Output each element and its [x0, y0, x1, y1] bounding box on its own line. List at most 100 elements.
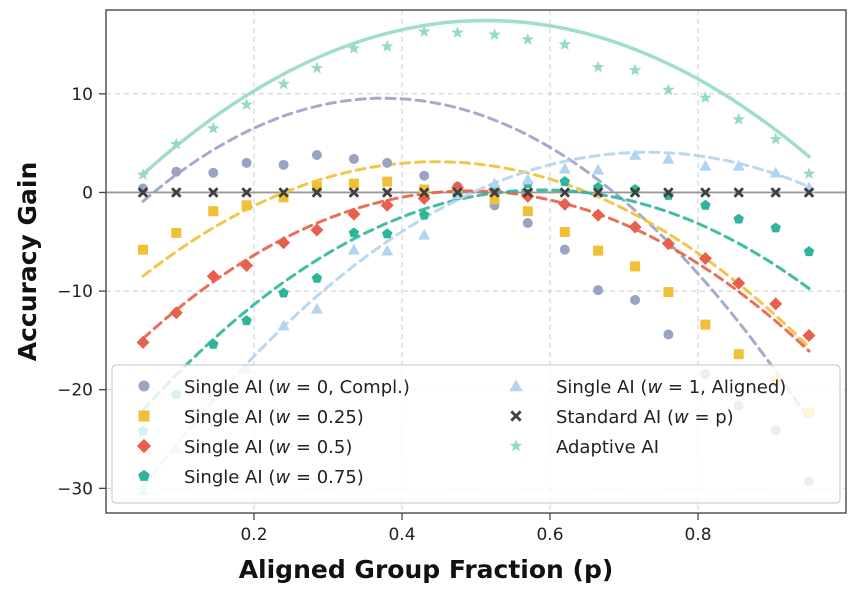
- point-s1-11: [522, 206, 533, 217]
- point-s0-11: [522, 218, 533, 229]
- legend-marker-0: [138, 380, 150, 392]
- point-s2-6: [347, 207, 361, 221]
- point-s0-4: [278, 159, 289, 170]
- point-s0-1: [171, 166, 182, 177]
- point-s2-12: [558, 197, 572, 211]
- legend-marker-5: [510, 410, 522, 422]
- point-s6-9: [451, 26, 464, 38]
- point-s0-12: [559, 244, 570, 255]
- point-s2-0: [136, 335, 150, 349]
- point-s5-18: [770, 187, 781, 198]
- point-s1-16: [700, 319, 711, 330]
- point-s2-16: [698, 252, 712, 266]
- point-s1-0: [138, 244, 148, 255]
- point-s6-11: [521, 33, 535, 45]
- legend-box: [111, 364, 841, 504]
- point-s2-15: [661, 237, 675, 251]
- point-s5-4: [278, 187, 289, 198]
- fit-curve-0: [141, 96, 811, 422]
- point-s0-14: [630, 294, 641, 305]
- point-s3-7: [382, 228, 393, 239]
- point-s5-17: [733, 187, 744, 198]
- x-tick-label: 0.6: [536, 525, 563, 545]
- point-s3-8: [419, 209, 430, 220]
- point-s5-16-stroke-b: [700, 187, 711, 198]
- point-s5-6: [348, 187, 360, 198]
- axis-ticks: 0.2 0.4 0.6 0.8 10 0 −10 −20 −30: [57, 85, 711, 545]
- point-s6-16: [699, 91, 712, 104]
- point-s2-7: [380, 198, 394, 212]
- point-s5-11-stroke-b: [522, 187, 534, 198]
- point-s4-4: [277, 319, 290, 331]
- point-s5-12-stroke-b: [559, 187, 571, 198]
- x-tick-label: 0.4: [388, 525, 415, 545]
- point-s5-18-stroke-b: [770, 187, 781, 198]
- point-s5-3-stroke-b: [241, 187, 252, 198]
- point-s5-19: [803, 187, 815, 198]
- y-tick-label: −10: [57, 282, 93, 302]
- point-s6-19: [802, 167, 816, 180]
- point-s5-13-stroke-b: [592, 187, 604, 198]
- point-s5-15-stroke-b: [663, 187, 674, 198]
- point-s1-14: [630, 261, 641, 272]
- point-s6-6: [347, 41, 361, 54]
- legend-marker-6: [509, 439, 523, 452]
- point-s2-5: [310, 223, 324, 237]
- point-s6-13: [591, 60, 605, 73]
- legend-label-1: Single AI (w = 0.25): [184, 407, 364, 428]
- legend-marker-5-stroke-b: [510, 410, 522, 422]
- point-s5-0: [137, 187, 149, 198]
- point-s1-15: [663, 287, 674, 298]
- point-s4-15: [662, 152, 675, 164]
- point-s4-16: [699, 159, 712, 171]
- point-s5-10-stroke-b: [489, 187, 500, 198]
- legend-marker-3: [138, 469, 150, 481]
- point-s3-6: [348, 227, 360, 238]
- point-s6-17: [732, 112, 745, 125]
- x-tick-label: 0.2: [240, 525, 267, 545]
- point-s3-15: [663, 189, 674, 200]
- point-s4-11: [521, 173, 534, 185]
- legend-label-4: Single AI (w = 1, Aligned): [556, 377, 786, 398]
- point-s0-15: [663, 329, 674, 340]
- point-s6-2: [207, 121, 220, 134]
- point-s4-10: [488, 177, 501, 189]
- point-s2-3: [240, 258, 254, 272]
- point-s6-18: [769, 132, 782, 145]
- point-s6-5: [310, 61, 324, 74]
- point-s4-5: [310, 302, 323, 314]
- point-s3-17: [733, 213, 744, 224]
- legend-label-2: Single AI (w = 0.5): [184, 437, 352, 458]
- point-s5-2-stroke-b: [208, 187, 219, 198]
- point-s2-13: [591, 208, 605, 222]
- point-s4-14: [629, 148, 642, 160]
- legend-label-6: Adaptive AI: [556, 437, 659, 458]
- fit-curve-1: [141, 160, 811, 349]
- point-s2-11: [521, 189, 535, 203]
- legend-label-0: Single AI (w = 0, Compl.): [184, 377, 410, 398]
- point-s6-10: [488, 28, 501, 40]
- legend-marker-1: [138, 410, 150, 422]
- point-s5-17-stroke-b: [733, 187, 744, 198]
- point-s3-2: [208, 338, 219, 349]
- point-s2-18: [769, 297, 783, 311]
- point-s2-1: [169, 306, 183, 320]
- legend-marker-4: [509, 379, 523, 392]
- point-s3-12: [559, 176, 570, 187]
- point-s5-4-stroke-b: [278, 187, 289, 198]
- legend-label-3: Single AI (w = 0.75): [184, 467, 364, 488]
- point-s1-17: [733, 349, 744, 360]
- point-s6-4: [277, 77, 290, 90]
- y-tick-label: −30: [57, 479, 93, 499]
- point-s6-12: [558, 37, 572, 50]
- point-s4-6: [347, 243, 360, 255]
- point-s0-5: [311, 149, 322, 160]
- fit-curve-3: [141, 188, 811, 412]
- point-s3-19: [803, 246, 815, 257]
- fit-curve-4: [141, 150, 811, 490]
- point-s6-8: [417, 25, 431, 37]
- point-s2-2: [206, 269, 220, 283]
- point-s5-9-stroke-b: [452, 187, 463, 198]
- fit-curve-6: [141, 18, 811, 177]
- fit-curves: [141, 18, 811, 490]
